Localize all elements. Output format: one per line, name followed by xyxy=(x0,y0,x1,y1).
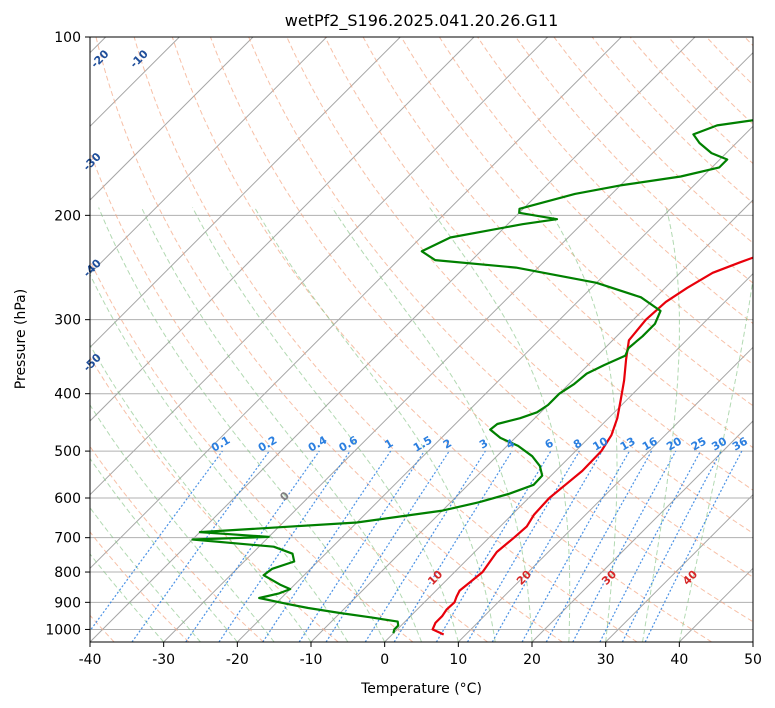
dry-adiabat-line xyxy=(477,37,753,325)
y-tick-label: 700 xyxy=(54,531,81,547)
mixing-ratio-line xyxy=(218,450,351,642)
mixing-ratio-line xyxy=(545,450,653,642)
x-tick-label: -40 xyxy=(79,652,102,668)
isotherm-line xyxy=(605,493,753,642)
isotherm-line xyxy=(531,420,753,642)
isotherm-line xyxy=(384,272,753,642)
moist-adiabat-line xyxy=(642,207,680,642)
x-axis-title: Temperature (°C) xyxy=(360,681,482,697)
dry-adiabat-line xyxy=(248,37,753,578)
dry-adiabat-line xyxy=(591,37,753,204)
dry-adiabat-line xyxy=(438,37,753,366)
x-tick-label: 10 xyxy=(449,652,467,668)
x-tick-label: 40 xyxy=(670,652,688,668)
mixing-ratio-line xyxy=(491,450,603,642)
y-tick-label: 300 xyxy=(54,313,81,329)
moist-adiabat-line xyxy=(90,506,201,642)
mixing-ratio-line xyxy=(131,450,270,642)
mixing-ratio-line xyxy=(572,450,677,642)
mixing-ratio-line xyxy=(185,450,320,642)
y-tick-label: 800 xyxy=(54,565,81,581)
isotherm-line xyxy=(90,37,254,201)
y-tick-label: 200 xyxy=(54,208,81,224)
mixing-ratio-line xyxy=(521,450,631,642)
isotherm-line xyxy=(90,37,475,422)
y-axis-title: Pressure (hPa) xyxy=(13,289,29,389)
moist-adiabat-line xyxy=(331,207,533,642)
moist-adiabat-line xyxy=(90,343,312,642)
y-tick-label: 600 xyxy=(54,491,81,507)
isotherm-line xyxy=(236,125,753,642)
x-tick-label: -30 xyxy=(152,652,175,668)
dry-adiabat-line xyxy=(90,531,190,642)
mixing-ratio-line xyxy=(466,450,580,642)
dry-adiabat-line xyxy=(90,150,488,642)
isotherm-line xyxy=(90,37,622,570)
x-tick-label: 30 xyxy=(597,652,615,668)
dry-adiabat-line xyxy=(171,37,712,642)
temperature-profile-line xyxy=(431,256,753,636)
dry-adiabat-line xyxy=(553,37,753,244)
y-tick-label: 500 xyxy=(54,444,81,460)
mixing-ratio-line xyxy=(364,450,486,642)
x-tick-label: -20 xyxy=(226,652,249,668)
dry-adiabat-line xyxy=(362,37,753,449)
x-tick-label: 20 xyxy=(523,652,541,668)
moist-adiabat-line xyxy=(98,207,386,642)
isotherm-line xyxy=(90,37,328,275)
chart-title: wetPf2_S196.2025.041.20.26.G11 xyxy=(285,11,559,31)
dewpoint-profile-line xyxy=(191,119,753,634)
isotherm-line xyxy=(90,37,549,496)
y-tick-label: 100 xyxy=(54,30,81,46)
mixing-ratio-line xyxy=(393,450,513,642)
moist-adiabat-line xyxy=(90,553,165,642)
y-tick-label: 1000 xyxy=(45,622,81,638)
axes: -40 -30 -20 -10 0 10 20 30 40 50 100 200 300 400 500 60… xyxy=(45,30,762,668)
dry-adiabat-line xyxy=(210,37,753,623)
dry-adiabat-line xyxy=(90,259,414,642)
isotherm-line xyxy=(457,346,753,642)
moist-adiabat-line xyxy=(429,207,571,642)
dry-adiabat-line xyxy=(324,37,753,491)
dry-adiabat-line xyxy=(133,37,638,642)
isotherm-line xyxy=(90,37,401,349)
x-tick-label: 50 xyxy=(744,652,762,668)
moist-adiabat-line xyxy=(678,276,753,642)
dry-adiabat-line xyxy=(400,37,753,407)
dry-adiabat-line xyxy=(95,37,563,642)
plot-frame xyxy=(89,36,754,643)
mixing-ratio-line xyxy=(90,450,223,632)
moist-adiabat-line xyxy=(141,207,422,642)
y-tick-label: 400 xyxy=(54,387,81,403)
isotherm-line xyxy=(163,51,753,642)
moist-adiabat-line xyxy=(90,457,238,642)
mixing-ratio-line xyxy=(325,450,450,642)
plot-area xyxy=(90,37,753,642)
moist-adiabat-line xyxy=(192,207,459,642)
mixing-ratio-line xyxy=(435,450,552,642)
y-tick-label: 900 xyxy=(54,595,81,611)
dry-adiabat-line xyxy=(286,37,753,534)
x-tick-label: 0 xyxy=(380,652,389,668)
x-tick-label: -10 xyxy=(300,652,323,668)
